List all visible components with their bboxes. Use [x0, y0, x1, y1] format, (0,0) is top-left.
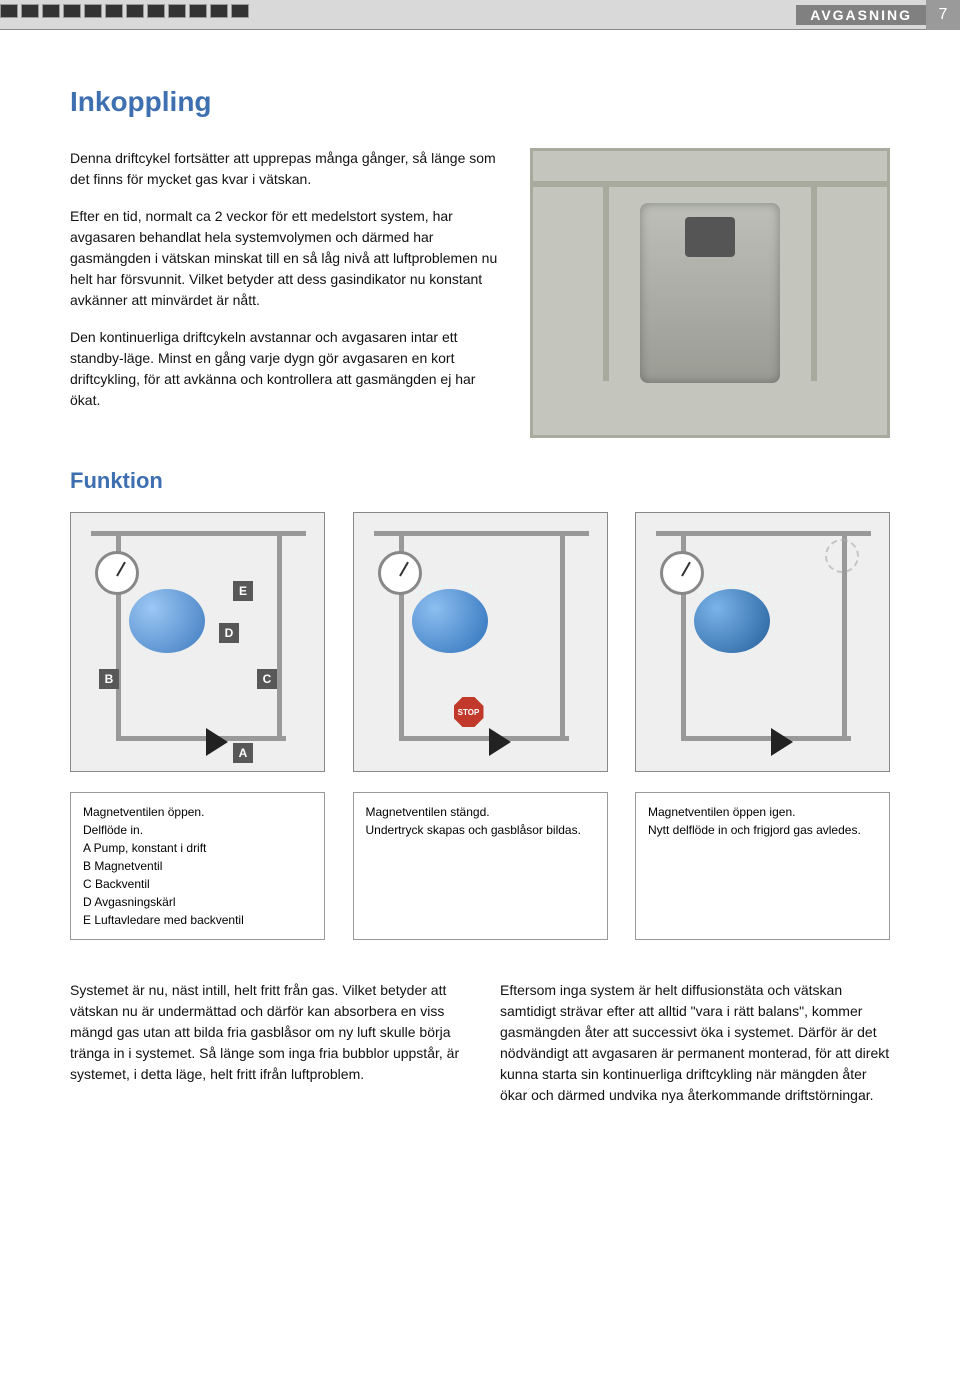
vent-cloud-icon: [825, 539, 855, 559]
paragraph-1: Denna driftcykel fortsätter att upprepas…: [70, 148, 500, 190]
caption1-legend-E: E Luftavledare med backventil: [83, 911, 312, 929]
bottom-left-col: Systemet är nu, näst intill, helt fritt …: [70, 980, 460, 1106]
control-panel-icon: [685, 217, 735, 257]
label-E: E: [233, 581, 253, 601]
page-title: Inkoppling: [70, 86, 890, 118]
page-number: 7: [926, 0, 960, 30]
header-decoration: [0, 4, 249, 18]
caption1-legend-A: A Pump, konstant i drift: [83, 839, 312, 857]
caption-1: Magnetventilen öppen. Delflöde in. A Pum…: [70, 792, 325, 940]
paragraph-2: Efter en tid, normalt ca 2 veckor för et…: [70, 206, 500, 311]
caption-2: Magnetventilen stängd. Undertryck skapas…: [353, 792, 608, 940]
pump-icon: [771, 728, 793, 756]
paragraph-3: Den kontinuerliga driftcykeln avstannar …: [70, 327, 500, 411]
diagram-3: [635, 512, 890, 772]
label-D: D: [219, 623, 239, 643]
vessel-icon: [129, 589, 205, 653]
caption1-title: Magnetventilen öppen.: [83, 803, 312, 821]
header-right: AVGASNING 7: [796, 0, 960, 30]
caption1-legend-B: B Magnetventil: [83, 857, 312, 875]
label-A: A: [233, 743, 253, 763]
bottom-right-col: Eftersom inga system är helt diffusionst…: [500, 980, 890, 1106]
caption2-line1: Magnetventilen stängd.: [366, 803, 595, 821]
pressure-gauge-icon: [95, 551, 139, 595]
vessel-icon: [412, 589, 488, 653]
stop-sign-icon: STOP: [454, 697, 484, 727]
caption-row: Magnetventilen öppen. Delflöde in. A Pum…: [70, 792, 890, 940]
caption3-line2: Nytt delflöde in och frigjord gas avlede…: [648, 821, 877, 839]
vessel-icon: [694, 589, 770, 653]
page-header: AVGASNING 7: [0, 0, 960, 30]
bottom-text: Systemet är nu, näst intill, helt fritt …: [70, 980, 890, 1106]
device-photo: [530, 148, 890, 438]
label-C: C: [257, 669, 277, 689]
pump-icon: [489, 728, 511, 756]
label-B: B: [99, 669, 119, 689]
caption3-line1: Magnetventilen öppen igen.: [648, 803, 877, 821]
caption2-line2: Undertryck skapas och gasblåsor bildas.: [366, 821, 595, 839]
degasser-unit: [640, 203, 780, 383]
section-subtitle: Funktion: [70, 468, 890, 494]
caption1-legend-D: D Avgasningskärl: [83, 893, 312, 911]
caption1-legend-C: C Backventil: [83, 875, 312, 893]
intro-text: Denna driftcykel fortsätter att upprepas…: [70, 148, 500, 438]
pump-icon: [206, 728, 228, 756]
diagram-1: E D B C A: [70, 512, 325, 772]
diagram-2: STOP: [353, 512, 608, 772]
section-label: AVGASNING: [796, 5, 926, 25]
caption-3: Magnetventilen öppen igen. Nytt delflöde…: [635, 792, 890, 940]
caption1-sub: Delflöde in.: [83, 821, 312, 839]
diagram-row: E D B C A STOP: [70, 512, 890, 772]
